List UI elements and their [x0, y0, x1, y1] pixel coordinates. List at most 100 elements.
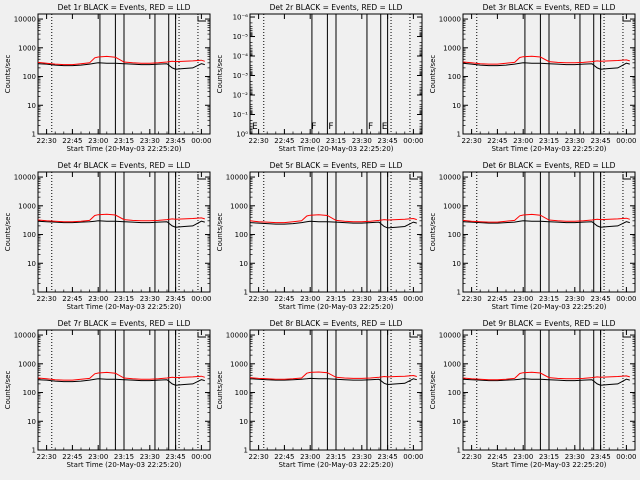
series-lld	[249, 371, 417, 380]
x-tick-label: 22:45	[274, 295, 294, 303]
x-tick-label: 22:30	[462, 453, 482, 461]
x-tick-label: 22:45	[274, 137, 294, 145]
y-tick-label: 1	[457, 447, 461, 455]
panel-9: Det 9r BLACK = Events, RED = LLD 1 10 100 10…	[429, 319, 636, 469]
series-lld	[37, 371, 205, 381]
x-tick-label: 23:00	[513, 453, 533, 461]
y-tick-label: 10000	[439, 174, 461, 182]
y-tick-label: 1	[32, 131, 36, 139]
x-tick-label: 23:45	[591, 295, 611, 303]
x-tick-label: 00:00	[403, 453, 423, 461]
y-tick-label: 1000	[18, 44, 36, 52]
panel-8: Det 8r BLACK = Events, RED = LLD 1 10 100 10…	[216, 319, 423, 469]
panel-title: Det 2r BLACK = Events, RED = LLD	[270, 3, 403, 12]
flag-marker	[622, 174, 631, 180]
x-tick-label: 23:15	[326, 137, 346, 145]
y-tick-label: 10	[27, 418, 36, 426]
flag-label: F	[328, 122, 333, 132]
y-tick-label: 10⁻²	[233, 92, 249, 100]
y-tick-label: 1000	[18, 360, 36, 368]
x-tick-label: 23:00	[300, 453, 320, 461]
x-tick-label: 00:00	[616, 137, 636, 145]
y-tick-label: 10	[27, 260, 36, 268]
panel-7: Det 7r BLACK = Events, RED = LLD 1 10 100 10…	[4, 319, 211, 469]
flag-marker	[409, 174, 418, 180]
y-tick-label: 10000	[226, 174, 248, 182]
y-tick-label: 1	[457, 131, 461, 139]
flag-label: E	[382, 122, 388, 132]
y-tick-label: 10⁻⁵	[233, 33, 249, 41]
series-lld	[249, 214, 417, 224]
x-axis-label: Start Time (20-May-03 22:25:20)	[66, 461, 181, 469]
y-axis-label: Counts/sec	[216, 371, 224, 410]
y-tick-label: 100	[23, 231, 36, 239]
y-tick-label: 10000	[14, 174, 36, 182]
x-tick-label: 23:00	[88, 453, 108, 461]
series-events	[249, 377, 417, 386]
x-tick-label: 23:30	[565, 137, 585, 145]
x-tick-label: 23:00	[88, 137, 108, 145]
x-tick-label: 22:30	[249, 453, 269, 461]
x-tick-label: 23:30	[352, 137, 372, 145]
x-tick-label: 00:00	[403, 295, 423, 303]
flag-marker	[197, 174, 206, 180]
y-tick-label: 100	[23, 73, 36, 81]
y-tick-label: 100	[235, 389, 248, 397]
x-axis-label: Start Time (20-May-03 22:25:20)	[66, 145, 181, 153]
x-tick-label: 22:45	[62, 137, 82, 145]
x-tick-label: 23:45	[166, 453, 186, 461]
x-tick-label: 23:15	[114, 295, 134, 303]
x-tick-label: 23:45	[378, 295, 398, 303]
y-axis-label: Counts/sec	[216, 55, 224, 94]
y-tick-label: 10	[452, 260, 461, 268]
x-tick-label: 22:30	[249, 295, 269, 303]
y-tick-label: 10	[239, 260, 248, 268]
x-axis-label: Start Time (20-May-03 22:25:20)	[491, 303, 606, 311]
flag-marker	[197, 16, 206, 22]
x-tick-label: 00:00	[403, 137, 423, 145]
panel-title: Det 6r BLACK = Events, RED = LLD	[483, 161, 616, 170]
x-tick-label: 23:45	[591, 137, 611, 145]
y-tick-label: 10⁻⁶	[233, 14, 249, 22]
panel-title: Det 9r BLACK = Events, RED = LLD	[483, 319, 616, 328]
x-tick-label: 22:45	[487, 137, 507, 145]
x-tick-label: 23:00	[513, 295, 533, 303]
x-tick-label: 23:15	[539, 453, 559, 461]
y-tick-label: 1	[32, 447, 36, 455]
series-events	[462, 378, 630, 386]
x-tick-label: 23:00	[300, 137, 320, 145]
series-events	[37, 62, 205, 70]
y-axis-label: Counts/sec	[4, 371, 12, 410]
y-tick-label: 1	[32, 289, 36, 297]
x-tick-label: 23:15	[539, 295, 559, 303]
y-tick-label: 10⁻¹	[233, 111, 249, 119]
x-tick-label: 22:45	[274, 453, 294, 461]
x-axis-label: Start Time (20-May-03 22:25:20)	[491, 461, 606, 469]
panel-6: Det 6r BLACK = Events, RED = LLD 1 10 100 10…	[429, 161, 636, 311]
flag-label: F	[368, 122, 373, 132]
y-tick-label: 1000	[443, 44, 461, 52]
y-tick-label: 10⁻³	[233, 72, 249, 80]
y-tick-label: 1000	[443, 202, 461, 210]
x-axis-label: Start Time (20-May-03 22:25:20)	[278, 145, 393, 153]
panel-3: Det 3r BLACK = Events, RED = LLD 1 10 100 10…	[429, 3, 636, 153]
y-axis-label: Counts/sec	[429, 371, 437, 410]
x-tick-label: 22:45	[62, 295, 82, 303]
x-axis-label: Start Time (20-May-03 22:25:20)	[278, 303, 393, 311]
panel-1: Det 1r BLACK = Events, RED = LLD 1 10 100 10…	[4, 3, 211, 153]
x-tick-label: 00:00	[191, 453, 211, 461]
x-tick-label: 23:45	[378, 137, 398, 145]
y-tick-label: 1	[457, 289, 461, 297]
series-events	[37, 378, 205, 386]
x-tick-label: 22:45	[487, 295, 507, 303]
x-tick-label: 23:00	[513, 137, 533, 145]
x-tick-label: 23:30	[565, 453, 585, 461]
panel-title: Det 4r BLACK = Events, RED = LLD	[58, 161, 191, 170]
x-tick-label: 23:15	[114, 453, 134, 461]
series-lld	[37, 213, 205, 223]
y-tick-label: 1000	[230, 360, 248, 368]
x-tick-label: 22:30	[37, 295, 57, 303]
y-tick-label: 10000	[226, 332, 248, 340]
x-tick-label: 22:30	[37, 453, 57, 461]
y-tick-label: 100	[448, 389, 461, 397]
